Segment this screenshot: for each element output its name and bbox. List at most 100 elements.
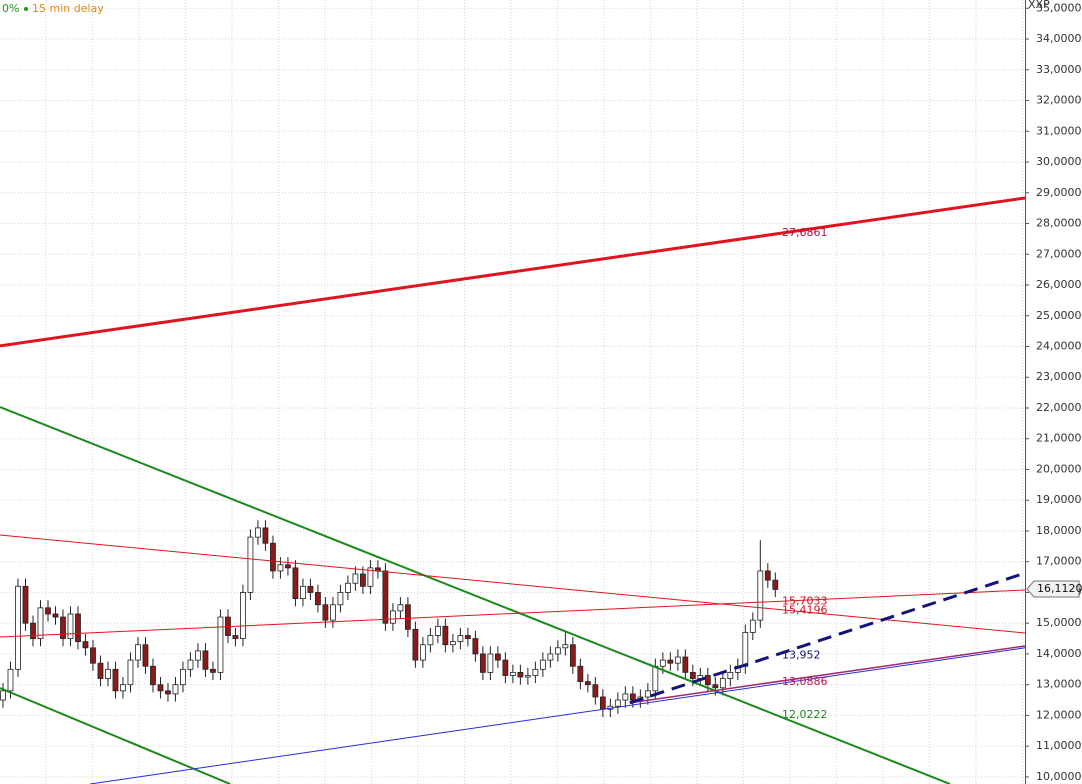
y-tick-label: 14,0000 xyxy=(1036,647,1082,660)
candle-body xyxy=(547,653,554,661)
y-tick-label: 35,0000 xyxy=(1036,1,1082,14)
candle-body xyxy=(352,573,359,584)
candle-body xyxy=(285,564,291,569)
candle-body xyxy=(442,625,449,646)
candle-body xyxy=(419,644,426,661)
candle-body xyxy=(180,668,186,686)
candle-body xyxy=(337,592,344,606)
candle-body xyxy=(187,659,194,670)
candle-body xyxy=(584,681,591,686)
candle-body xyxy=(674,656,681,664)
line-value-label: 13,952 xyxy=(782,648,821,661)
candle-body xyxy=(532,668,539,676)
candle-body xyxy=(142,644,149,667)
candle-body xyxy=(52,613,59,618)
candle-body xyxy=(494,653,501,661)
candle-body xyxy=(449,641,456,646)
candle-body xyxy=(37,607,44,639)
candle-body xyxy=(457,635,464,643)
y-tick-label: 30,0000 xyxy=(1036,155,1082,168)
candle-body xyxy=(689,671,696,679)
candle-body xyxy=(472,638,479,655)
candle-body xyxy=(157,684,164,692)
candle-body xyxy=(390,610,396,624)
candle-body xyxy=(427,635,434,646)
candle-body xyxy=(7,668,14,692)
candle-body xyxy=(112,668,119,692)
candle-body xyxy=(330,604,336,621)
candle-body xyxy=(524,675,531,678)
candle-body xyxy=(270,542,276,572)
y-tick-label: 11,0000 xyxy=(1036,739,1082,752)
candle-body xyxy=(120,684,126,692)
trend-line xyxy=(0,406,951,784)
y-tick-label: 31,0000 xyxy=(1036,124,1082,137)
candle-body xyxy=(764,570,771,581)
line-value-label: 27,6861 xyxy=(782,226,828,239)
candle-body xyxy=(15,585,21,670)
trend-line xyxy=(0,687,231,784)
candle-body xyxy=(360,573,366,587)
candle-body xyxy=(255,527,261,538)
candle-body xyxy=(382,570,389,624)
trend-line xyxy=(629,645,1026,704)
y-tick-label: 13,0000 xyxy=(1036,678,1082,691)
candle-body xyxy=(67,613,74,639)
candle-body xyxy=(614,699,621,707)
candle-body xyxy=(135,644,141,661)
candle-body xyxy=(517,671,524,678)
candle-body xyxy=(345,582,351,593)
y-tick-label: 34,0000 xyxy=(1036,32,1082,45)
candle-body xyxy=(509,671,516,676)
candle-body xyxy=(405,604,411,630)
y-tick-label: 26,0000 xyxy=(1036,278,1082,291)
candle-body xyxy=(210,668,216,673)
candle-body xyxy=(719,678,726,689)
candle-body xyxy=(712,684,719,689)
y-tick-label: 25,0000 xyxy=(1036,309,1082,322)
y-tick-label: 19,0000 xyxy=(1036,493,1082,506)
candle-body xyxy=(322,604,329,621)
candle-body xyxy=(644,690,651,698)
line-value-label: 15,4196 xyxy=(782,603,828,616)
candle-body xyxy=(307,585,314,593)
bullet xyxy=(24,7,28,11)
candle-body xyxy=(97,662,104,679)
trend-line xyxy=(0,534,1026,634)
candle-body xyxy=(0,690,6,701)
candle-body xyxy=(232,635,239,639)
candle-body xyxy=(757,570,764,621)
y-tick-label: 18,0000 xyxy=(1036,524,1082,537)
candle-body xyxy=(30,622,36,639)
candle-body xyxy=(554,647,561,655)
candle-body xyxy=(367,567,374,587)
y-tick-label: 22,0000 xyxy=(1036,401,1082,414)
candle-body xyxy=(90,647,96,664)
candle-body xyxy=(45,607,51,615)
candle-body xyxy=(150,665,156,686)
candle-body xyxy=(682,656,689,673)
candle-body xyxy=(464,635,471,639)
line-value-label: 12,0222 xyxy=(782,708,828,721)
candle-body xyxy=(577,665,584,683)
status: 0% xyxy=(2,2,19,15)
candle-body xyxy=(262,527,269,544)
trend-line xyxy=(0,589,1026,638)
candle-body xyxy=(22,585,29,624)
trend-line xyxy=(0,196,1026,348)
candle-body xyxy=(667,659,674,664)
candle-body xyxy=(569,644,576,667)
last-price-box xyxy=(1026,580,1080,598)
candle-body xyxy=(592,684,599,698)
delay-note: 15 min delay xyxy=(32,2,104,15)
candle-body xyxy=(300,585,306,600)
y-tick-label: 24,0000 xyxy=(1036,339,1082,352)
candle-body xyxy=(704,675,711,686)
y-tick-label: 23,0000 xyxy=(1036,370,1082,383)
trend-line xyxy=(629,571,1026,705)
candle-body xyxy=(75,613,81,643)
candle-body xyxy=(105,668,111,679)
candle-body xyxy=(479,653,486,673)
y-tick-label: 29,0000 xyxy=(1036,186,1082,199)
